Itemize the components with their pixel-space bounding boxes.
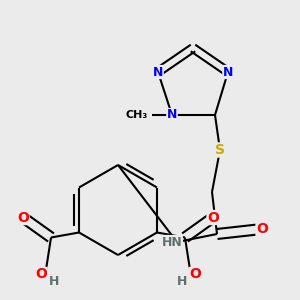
Text: N: N [167, 109, 177, 122]
Text: O: O [189, 268, 201, 281]
Text: H: H [177, 275, 187, 288]
Text: H: H [49, 275, 59, 288]
Text: O: O [207, 211, 219, 224]
Text: HN: HN [162, 236, 182, 248]
Text: O: O [256, 222, 268, 236]
Text: O: O [35, 268, 47, 281]
Text: CH₃: CH₃ [126, 110, 148, 120]
Text: O: O [17, 211, 29, 224]
Text: S: S [215, 143, 225, 157]
Text: N: N [153, 65, 163, 79]
Text: N: N [223, 65, 233, 79]
